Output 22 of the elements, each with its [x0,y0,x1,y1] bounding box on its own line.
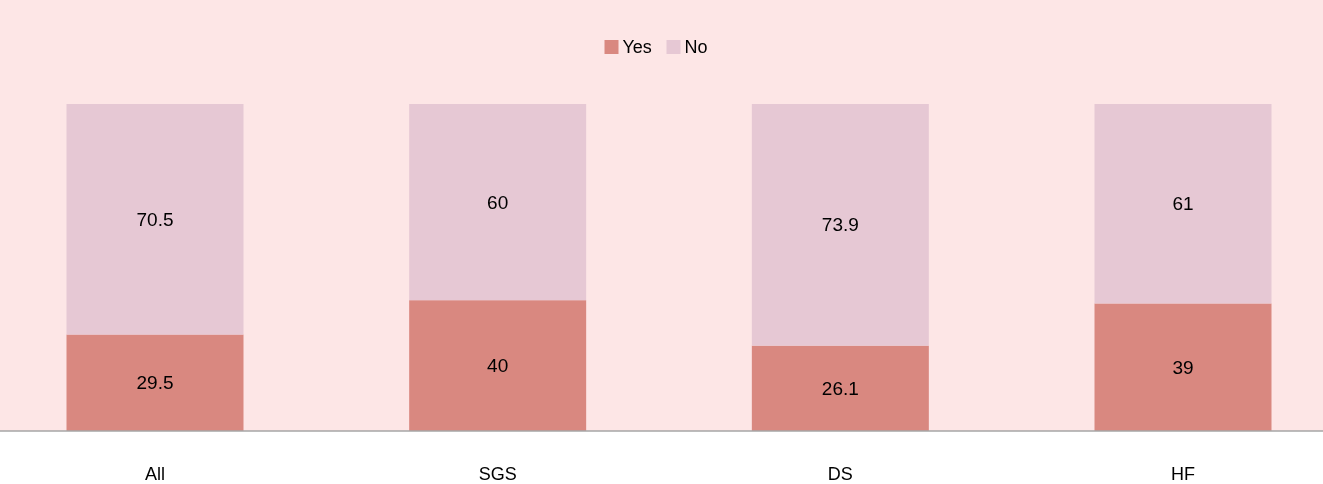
bar [751,345,929,431]
legend-label: Yes [622,37,652,58]
data-label: 39 [1172,356,1194,378]
legend-label: No [684,37,708,58]
data-label: 40 [487,355,509,377]
bar [1094,303,1272,431]
x-tick-label: All [144,464,166,484]
data-label: 73.9 [821,214,859,236]
data-label: 70.5 [136,208,174,230]
bar [751,104,929,346]
data-label: 29.5 [136,372,174,394]
bar [409,104,587,301]
bar [66,334,244,431]
x-tick-label: HF [1171,464,1195,484]
data-label: 26.1 [821,377,859,399]
bar [1094,104,1272,304]
x-tick-label: DS [827,464,853,484]
x-tick-label: SGS [478,464,517,484]
data-label: 61 [1172,193,1194,215]
bar [66,104,244,335]
bar [409,300,587,431]
data-label: 60 [487,191,509,213]
